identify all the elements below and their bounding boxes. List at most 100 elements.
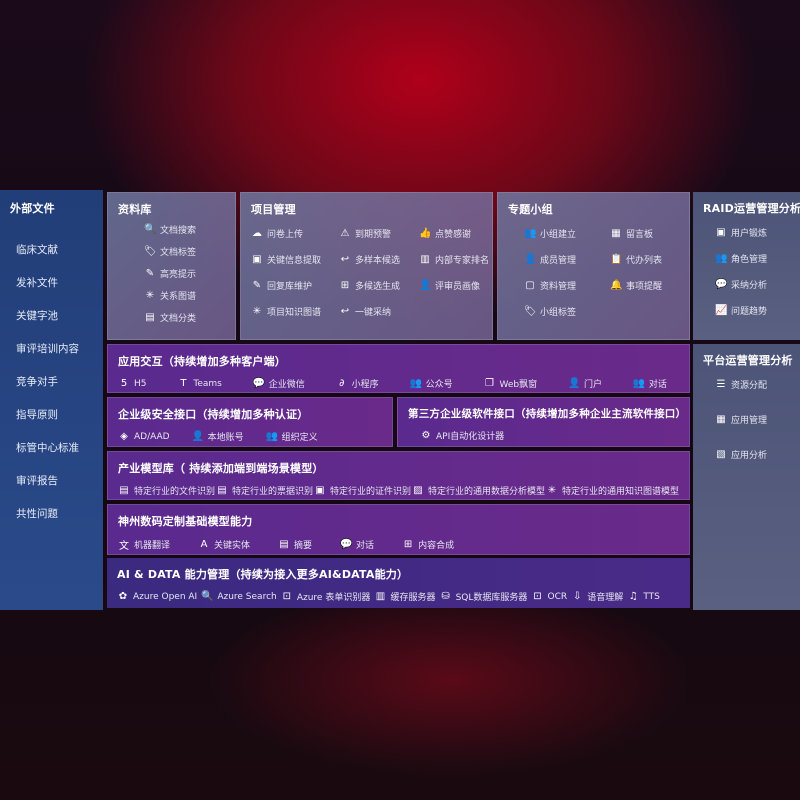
aidata-item[interactable]: ⛁ SQL数据库服务器 bbox=[440, 590, 527, 603]
group-item[interactable]: ▢ 资料管理 bbox=[524, 279, 610, 292]
item-label: 点赞感谢 bbox=[435, 230, 472, 240]
interaction-item[interactable]: 👤 门户 bbox=[568, 377, 602, 390]
reply-icon: ↩ bbox=[340, 254, 350, 265]
group-item[interactable]: 📋 代办列表 bbox=[610, 253, 690, 266]
platform-item[interactable]: ▧ 应用分析 bbox=[715, 448, 790, 461]
sidebar-item[interactable]: 发补文件 bbox=[16, 277, 58, 289]
security-item[interactable]: 👤 本地账号 bbox=[192, 430, 244, 443]
platform-item[interactable]: ▦ 应用管理 bbox=[715, 413, 790, 426]
aidata-item[interactable]: ⊡ OCR bbox=[531, 590, 567, 603]
project-item[interactable]: ✳ 项目知识图谱 bbox=[251, 305, 339, 318]
base-item[interactable]: ▤ 摘要 bbox=[278, 537, 312, 552]
aidata-item[interactable]: ✿ Azure Open AI bbox=[117, 590, 197, 603]
security-panel: 企业级安全接口（持续增加多种认证） ◈ AD/AAD 👤 本地账号 👥 组织定义 bbox=[107, 397, 393, 447]
industry-item[interactable]: ▨ 特定行业的通用数据分析模型 bbox=[412, 484, 545, 497]
item-label: Azure Open AI bbox=[133, 591, 198, 602]
thirdparty-item[interactable]: ⚙ API自动化设计器 bbox=[420, 429, 505, 442]
interaction-title: 应用交互（持续增加多种客户端） bbox=[118, 355, 286, 368]
security-item[interactable]: 👥 组织定义 bbox=[266, 430, 318, 443]
base-item[interactable]: 文机器翻译 bbox=[118, 537, 170, 552]
library-item[interactable]: ✳ 关系图谱 bbox=[144, 289, 225, 302]
raid-item[interactable]: ▣ 用户锻炼 bbox=[715, 226, 790, 239]
item-label: 角色管理 bbox=[731, 255, 768, 265]
library-item[interactable]: ✎ 高亮提示 bbox=[144, 267, 225, 280]
interaction-item[interactable]: T Teams bbox=[177, 377, 222, 390]
aidata-item[interactable]: ♫ TTS bbox=[627, 590, 660, 603]
aidata-item[interactable]: ⇩ 语音理解 bbox=[571, 590, 623, 603]
item-label: 资料管理 bbox=[540, 282, 577, 292]
industry-item[interactable]: ▣ 特定行业的证件识别 bbox=[314, 484, 411, 497]
item-label: 内容合成 bbox=[418, 541, 455, 551]
group-item[interactable]: 👥 小组建立 bbox=[524, 227, 610, 240]
sidebar-item[interactable]: 指导原则 bbox=[16, 409, 58, 421]
interaction-item[interactable]: 👥 公众号 bbox=[410, 377, 453, 390]
project-item[interactable]: ⚠ 到期预警 bbox=[339, 227, 419, 240]
aidata-item[interactable]: ▥ 缓存服务器 bbox=[374, 590, 436, 603]
sidebar-item[interactable]: 共性问题 bbox=[16, 508, 58, 520]
item-label: 项目知识图谱 bbox=[267, 308, 322, 318]
interaction-item[interactable]: 5 H5 bbox=[118, 377, 147, 390]
item-label: 语音理解 bbox=[587, 593, 624, 603]
library-item[interactable]: 🔍 文档搜索 bbox=[144, 223, 225, 236]
interaction-item[interactable]: ∂ 小程序 bbox=[336, 377, 379, 390]
sidebar-item[interactable]: 审评报告 bbox=[16, 475, 58, 487]
trend-icon: 📈 bbox=[715, 305, 728, 316]
project-item[interactable]: ▣ 关键信息提取 bbox=[251, 253, 339, 266]
item-label: 门户 bbox=[584, 380, 603, 390]
aidata-title: AI & DATA 能力管理（持续为接入更多AI&DATA能力） bbox=[117, 568, 409, 581]
interaction-item[interactable]: ❐ Web飘窗 bbox=[483, 377, 537, 390]
raid-item[interactable]: 👥 角色管理 bbox=[715, 252, 790, 265]
base-item[interactable]: ⊞ 内容合成 bbox=[402, 537, 454, 552]
library-item[interactable]: ▤ 文档分类 bbox=[144, 311, 225, 324]
group-item[interactable]: 👤 成员管理 bbox=[524, 253, 610, 266]
project-item[interactable]: ⊞ 多候选生成 bbox=[339, 279, 419, 292]
interaction-item[interactable]: 👥 对话 bbox=[633, 377, 667, 390]
project-item[interactable]: 👍 点赞感谢 bbox=[419, 227, 499, 240]
sidebar-item[interactable]: 关键字池 bbox=[16, 310, 58, 322]
base-item[interactable]: 💬 对话 bbox=[340, 537, 374, 552]
project-item[interactable]: ↩ 多样本候选 bbox=[339, 253, 419, 266]
platform-item[interactable]: ☰ 资源分配 bbox=[715, 378, 790, 391]
item-label: 评审员画像 bbox=[435, 282, 481, 292]
sidebar-item[interactable]: 标管中心标准 bbox=[16, 442, 79, 454]
item-label: 一键采纳 bbox=[355, 308, 392, 318]
official-account-icon: 👥 bbox=[409, 378, 423, 389]
industry-item[interactable]: ✳ 特定行业的通用知识图谱模型 bbox=[546, 484, 679, 497]
document-search-icon: 🔍 bbox=[144, 224, 157, 235]
group-item[interactable]: ▦ 留言板 bbox=[610, 227, 690, 240]
sidebar-item[interactable]: 审评培训内容 bbox=[16, 343, 79, 355]
alarm-icon: ⚠ bbox=[340, 228, 350, 239]
interaction-item[interactable]: 💬 企业微信 bbox=[253, 377, 305, 390]
sidebar-item[interactable]: 竞争对手 bbox=[16, 376, 58, 388]
thirdparty-title: 第三方企业级软件接口（持续增加多种企业主流软件接口） bbox=[408, 408, 687, 420]
project-item[interactable]: ▥ 内部专家排名 bbox=[419, 253, 499, 266]
aidata-item[interactable]: ⊡ Azure 表单识别器 bbox=[281, 590, 371, 603]
project-title: 项目管理 bbox=[251, 203, 296, 216]
item-label: 特定行业的证件识别 bbox=[329, 487, 411, 497]
project-item[interactable]: ☁ 问卷上传 bbox=[251, 227, 339, 240]
search-icon: 🔍 bbox=[201, 591, 214, 602]
reply-icon: ↩ bbox=[340, 306, 350, 317]
industry-item[interactable]: ▤ 特定行业的文件识别 bbox=[118, 484, 215, 497]
item-label: 代办列表 bbox=[626, 256, 663, 266]
classify-icon: ▤ bbox=[145, 312, 155, 323]
project-item[interactable]: 👤 评审员画像 bbox=[419, 279, 499, 292]
users-icon: 👥 bbox=[715, 253, 728, 264]
openai-icon: ✿ bbox=[118, 591, 128, 602]
project-item[interactable]: ↩ 一键采纳 bbox=[339, 305, 419, 318]
library-item[interactable]: 🏷 文档标签 bbox=[144, 245, 225, 258]
security-item[interactable]: ◈ AD/AAD bbox=[118, 430, 169, 443]
raid-item[interactable]: 💬 采纳分析 bbox=[715, 278, 790, 291]
project-item[interactable]: ✎ 回复库维护 bbox=[251, 279, 339, 292]
group-item[interactable]: 🔔 事项提醒 bbox=[610, 279, 690, 292]
industry-item[interactable]: ▤ 特定行业的票据识别 bbox=[216, 484, 313, 497]
sidebar-item[interactable]: 临床文献 bbox=[16, 244, 58, 256]
item-label: 问卷上传 bbox=[267, 230, 304, 240]
group-item[interactable]: 🏷 小组标签 bbox=[524, 305, 610, 318]
raid-item[interactable]: 📈 问题趋势 bbox=[715, 304, 790, 317]
aidata-item[interactable]: 🔍 Azure Search bbox=[201, 590, 276, 603]
item-label: OCR bbox=[547, 591, 568, 602]
item-label: 对话 bbox=[356, 541, 375, 551]
tag-icon: 🏷 bbox=[144, 246, 157, 257]
base-item[interactable]: A 关键实体 bbox=[198, 537, 250, 552]
